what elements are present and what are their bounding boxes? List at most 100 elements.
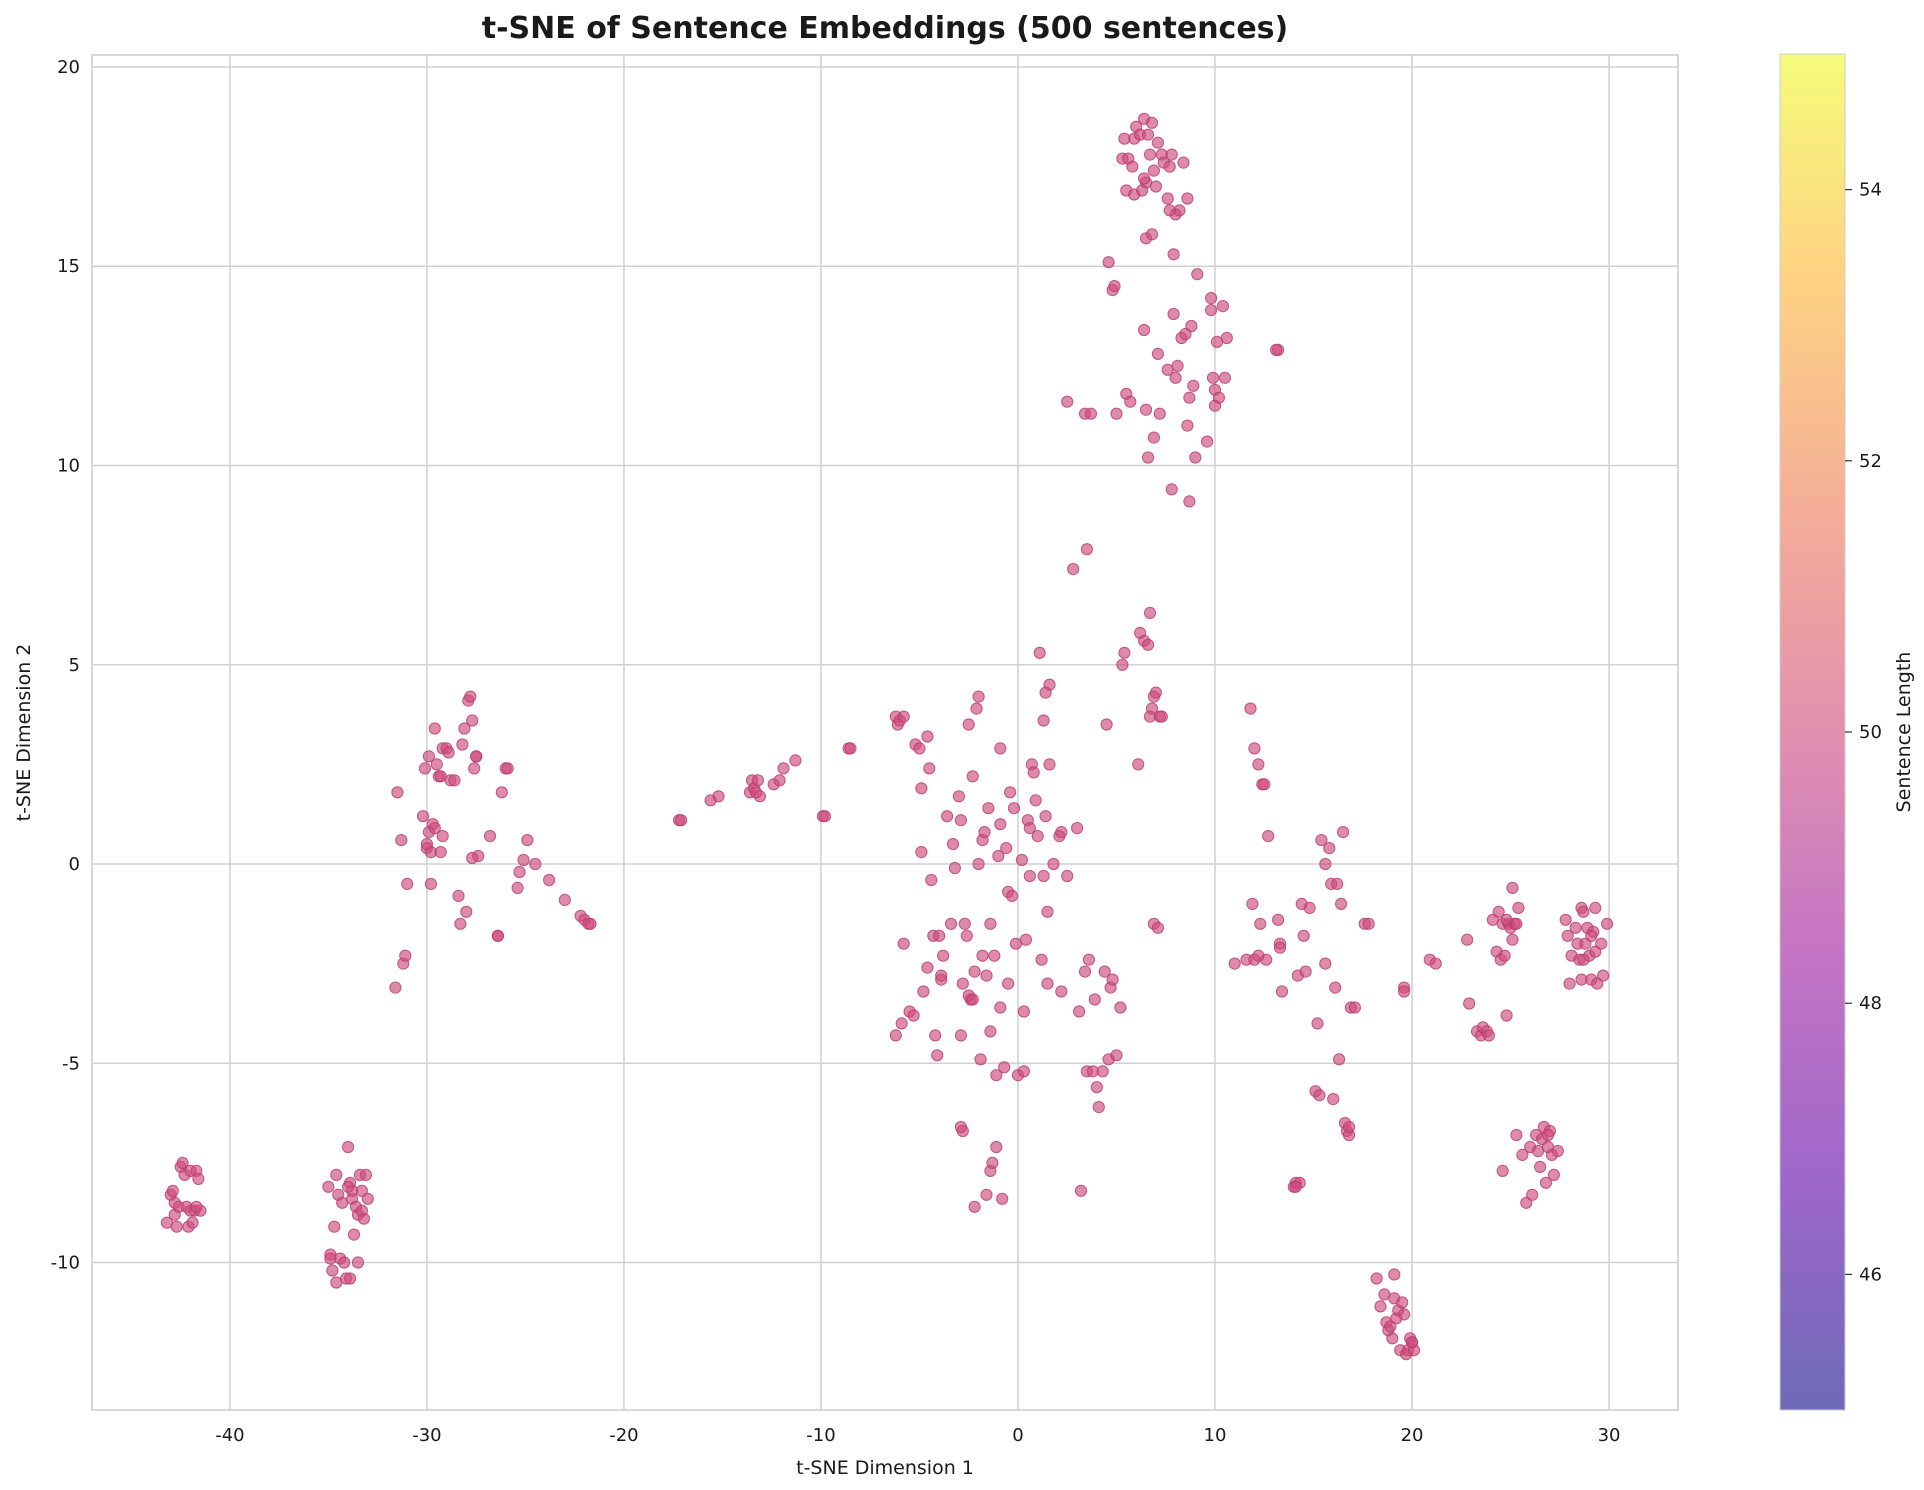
data-point — [1569, 921, 1582, 934]
colorbar-gradient — [1779, 53, 1846, 1411]
data-point — [907, 1009, 920, 1022]
data-point — [1027, 766, 1040, 779]
y-tick-label: 5 — [69, 655, 80, 676]
data-point — [434, 770, 447, 783]
data-point — [946, 838, 960, 851]
data-points — [160, 112, 1614, 1361]
data-point — [501, 762, 514, 775]
data-point — [326, 1264, 339, 1277]
data-point — [982, 802, 995, 815]
data-point — [1141, 638, 1155, 651]
data-point — [168, 1196, 181, 1209]
data-point — [1169, 371, 1182, 384]
data-point — [1337, 826, 1350, 839]
data-point — [1161, 192, 1174, 205]
data-point — [1006, 889, 1019, 903]
data-point — [342, 1180, 355, 1193]
data-point — [998, 1061, 1011, 1074]
data-point — [1039, 810, 1052, 823]
data-point — [966, 993, 979, 1006]
data-point — [1000, 842, 1013, 855]
data-point — [436, 830, 449, 843]
data-point — [1313, 1089, 1326, 1102]
data-point — [1073, 1005, 1086, 1018]
data-point — [464, 690, 477, 703]
data-point — [1315, 834, 1328, 847]
data-point — [424, 877, 437, 891]
data-point — [968, 965, 981, 978]
data-point — [1090, 1081, 1103, 1094]
data-point — [1374, 1300, 1387, 1313]
data-point — [1386, 1332, 1399, 1345]
data-point — [1088, 993, 1101, 1006]
data-point — [818, 810, 832, 823]
x-tick-label: -20 — [609, 1425, 638, 1446]
data-point — [483, 830, 497, 843]
data-point — [1254, 917, 1267, 930]
data-point — [970, 702, 983, 715]
data-point — [954, 1120, 968, 1134]
data-point — [1031, 830, 1044, 843]
data-point — [929, 1029, 942, 1042]
data-point — [1299, 965, 1312, 978]
data-point — [1496, 1164, 1509, 1178]
data-point — [190, 1200, 203, 1213]
data-point — [1041, 905, 1054, 918]
data-point — [994, 818, 1007, 831]
data-point — [1118, 646, 1131, 659]
data-point — [389, 981, 402, 994]
data-point — [584, 917, 597, 930]
data-point — [944, 917, 958, 930]
data-point — [773, 774, 786, 787]
data-point — [448, 774, 461, 787]
data-point — [1084, 407, 1098, 420]
data-point — [1141, 451, 1155, 464]
data-point — [996, 1192, 1009, 1205]
data-point — [931, 1049, 944, 1062]
data-point — [513, 865, 526, 879]
y-tick-label: -10 — [51, 1253, 80, 1274]
data-point — [170, 1220, 183, 1233]
data-point — [399, 949, 412, 962]
data-point — [442, 746, 455, 759]
data-point — [990, 1069, 1003, 1082]
data-point — [1181, 419, 1194, 432]
data-point — [1534, 1160, 1547, 1174]
data-point — [889, 1029, 902, 1042]
colorbar-tick-label: 48 — [1859, 993, 1882, 1014]
x-tick-label: -10 — [806, 1425, 835, 1446]
data-point — [1319, 857, 1332, 871]
data-point — [1037, 869, 1050, 883]
data-point — [1153, 407, 1166, 420]
data-point — [543, 873, 556, 887]
data-point — [844, 742, 857, 755]
data-point — [1171, 359, 1184, 372]
data-point — [1061, 869, 1074, 883]
data-point — [1323, 842, 1336, 855]
data-point — [456, 738, 469, 751]
data-point — [1185, 319, 1198, 333]
chart-title: t-SNE of Sentence Embeddings (500 senten… — [482, 11, 1289, 46]
data-point — [1258, 778, 1271, 791]
data-point — [1405, 1336, 1419, 1349]
data-point — [422, 750, 435, 763]
data-point — [1019, 933, 1033, 946]
data-point — [915, 846, 928, 859]
data-point — [1362, 917, 1375, 930]
data-point — [923, 762, 936, 775]
x-axis-label: t-SNE Dimension 1 — [796, 1457, 974, 1479]
data-point — [1110, 407, 1123, 420]
x-tick-label: 10 — [1204, 1425, 1227, 1446]
y-tick-label: 10 — [57, 455, 80, 476]
data-point — [1143, 606, 1157, 620]
data-point — [347, 1228, 361, 1241]
data-point — [1177, 156, 1190, 169]
data-point — [324, 1252, 337, 1265]
data-point — [992, 849, 1005, 863]
data-point — [1272, 913, 1285, 926]
data-point — [1037, 714, 1050, 727]
x-tick-label: -40 — [215, 1425, 244, 1446]
data-point — [452, 889, 465, 903]
data-point — [338, 1256, 351, 1269]
